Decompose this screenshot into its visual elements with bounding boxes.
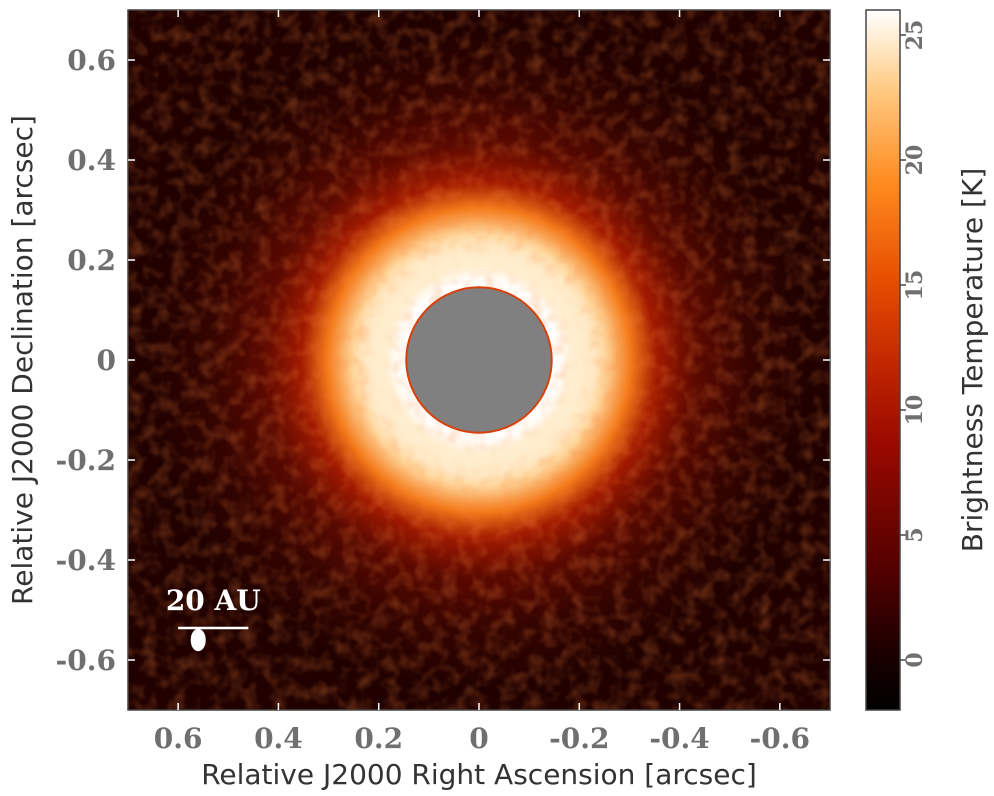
y-tick-label: 0.2 — [67, 244, 116, 277]
colorbar-tick-label: 25 — [902, 20, 928, 51]
ring — [373, 254, 585, 466]
colorbar-tick-label: 15 — [902, 270, 928, 301]
colorbar-ticks: 0 5 10 15 20 25 — [900, 20, 928, 668]
x-axis-ticks: 0.6 0.4 0.2 0 -0.2 -0.4 -0.6 — [154, 10, 810, 755]
y-tick-label: 0.6 — [67, 44, 116, 77]
y-tick-label: -0.6 — [56, 644, 116, 677]
central-mask — [405, 286, 553, 434]
x-tick-label: 0.2 — [354, 722, 403, 755]
y-axis-title: Relative J2000 Declination [arcsec] — [6, 115, 39, 605]
x-tick-label: -0.4 — [649, 722, 709, 755]
y-tick-label: 0.4 — [67, 144, 116, 177]
colorbar-tick-label: 0 — [902, 652, 928, 667]
y-tick-label: -0.4 — [56, 544, 116, 577]
x-tick-label: 0.6 — [154, 722, 203, 755]
y-axis-ticks: 0.6 0.4 0.2 0 -0.2 -0.4 -0.6 — [56, 44, 830, 677]
scale-bar-label: 20 AU — [166, 584, 261, 617]
colorbar — [865, 9, 901, 711]
y-tick-label: 0 — [97, 344, 116, 377]
colorbar-tick-label: 10 — [902, 395, 928, 426]
colorbar-tick-label: 20 — [902, 145, 928, 176]
x-tick-label: 0.4 — [254, 722, 303, 755]
colorbar-tick-label: 5 — [902, 527, 928, 542]
beam-ellipse — [190, 628, 206, 652]
plot-area: 20 AU — [128, 10, 830, 710]
x-tick-label: -0.6 — [750, 722, 810, 755]
x-tick-label: 0 — [469, 722, 488, 755]
colorbar-title: Brightness Temperature [K] — [956, 168, 989, 553]
x-axis-title: Relative J2000 Right Ascension [arcsec] — [201, 758, 757, 791]
x-tick-label: -0.2 — [549, 722, 609, 755]
y-tick-label: -0.2 — [56, 444, 116, 477]
